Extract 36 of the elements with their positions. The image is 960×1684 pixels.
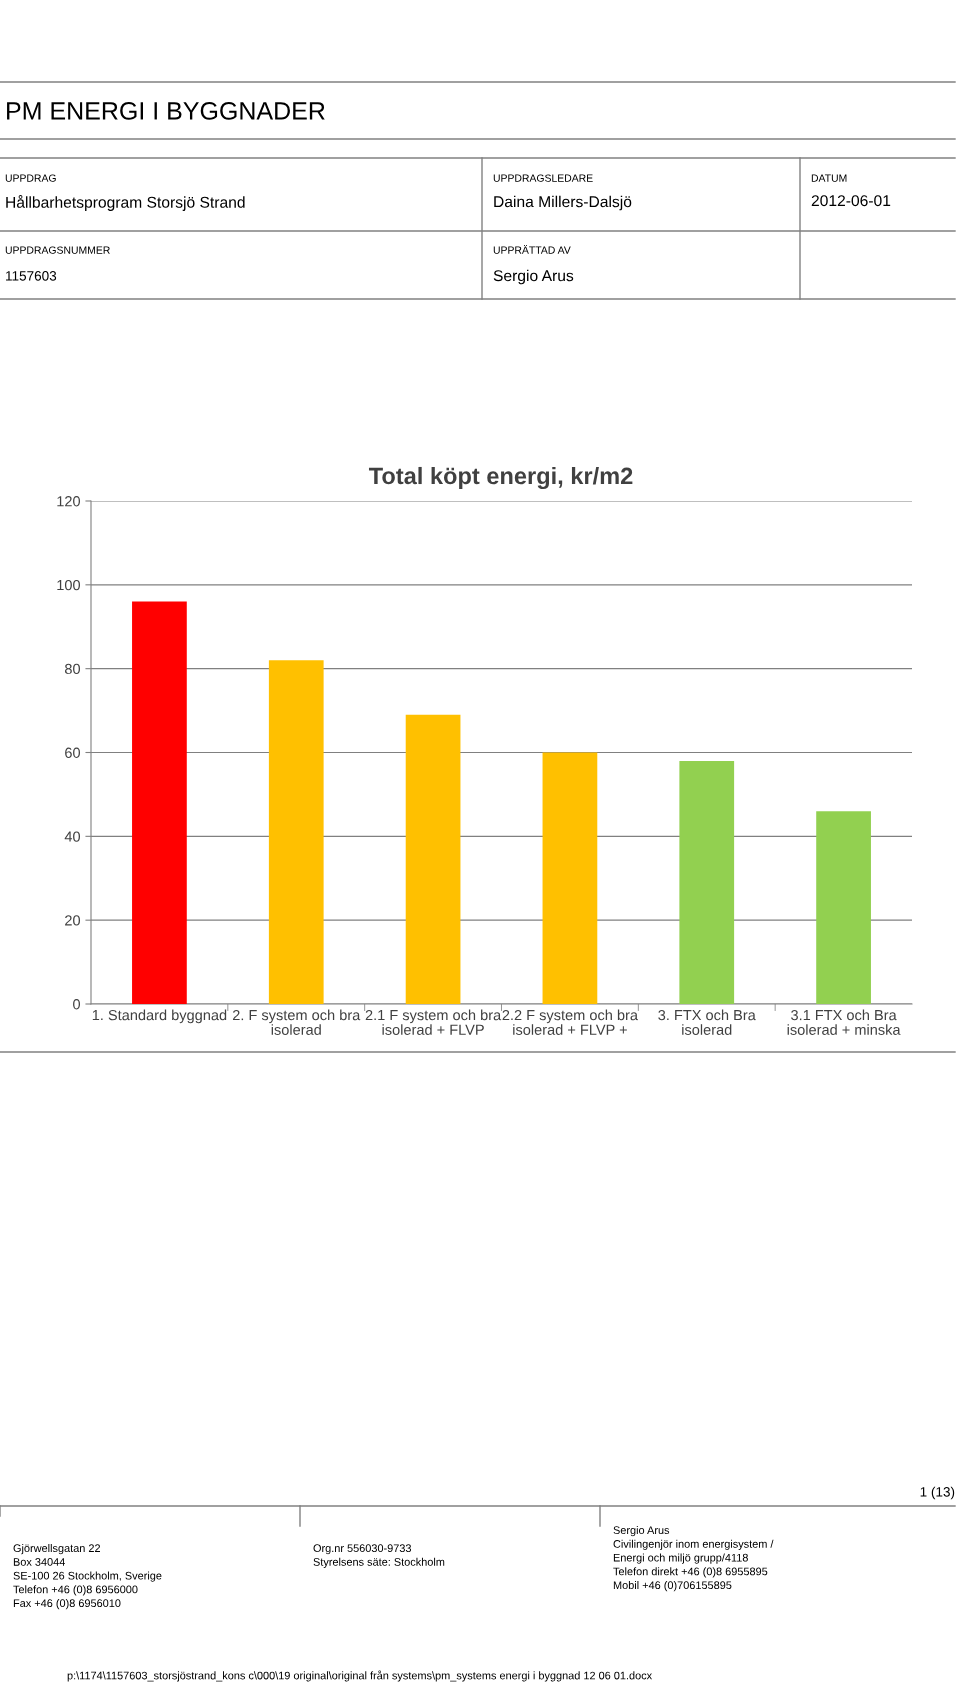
text: Hållbarhetsprogram Storsjö Strand bbox=[6, 195, 245, 211]
text: Daina Millers-Dalsjö bbox=[494, 195, 632, 211]
x-tick-label: 3. FTX och Bra isolerad bbox=[658, 1009, 756, 1035]
bar bbox=[816, 811, 871, 1004]
text: PM ENERGI I BYGGNADER bbox=[7, 102, 325, 120]
x-tick-label: 1. Standard byggnad bbox=[92, 1009, 227, 1024]
text: Org.nr 556030-9733 Styrelsens säte: Stockholm bbox=[313, 1544, 445, 1568]
y-tick-label: 120 bbox=[57, 496, 81, 507]
y-tick-label: 60 bbox=[65, 747, 81, 758]
text: UPPRÄTTAD AV bbox=[493, 244, 571, 254]
bar bbox=[132, 601, 187, 1004]
y-tick-label: 0 bbox=[73, 999, 81, 1010]
x-tick-label: 2. F system och bra isolerad bbox=[232, 1009, 361, 1035]
bar bbox=[405, 714, 461, 1004]
text: DATUM bbox=[811, 174, 847, 182]
bar bbox=[679, 760, 735, 1004]
x-tick-label: 3.1 FTX och Bra isolerad + minska bbox=[787, 1009, 901, 1035]
x-tick-label: 2.1 F system och bra isolerad + FLVP bbox=[365, 1009, 502, 1035]
bar bbox=[268, 660, 324, 1004]
y-tick-label: 40 bbox=[64, 831, 81, 842]
text: UPPDRAGSLEDARE bbox=[493, 174, 593, 182]
text: p:\1174\1157603_storsjöstrand_kons c\000\19 original\original från systems\pm_systems energi i byggnad 12 06 01.docx bbox=[67, 1670, 652, 1682]
y-tick-label: 20 bbox=[65, 915, 81, 926]
text: Gjörwellsgatan 22 Box 34044 SE-100 26 Stockholm, Sverige Telefon +46 (0)8 6956000 Fax +46 (0)8 6956010 bbox=[13, 1544, 162, 1610]
text: 1 (13) bbox=[920, 1486, 955, 1500]
chart-title: Total köpt energi, kr/m2 bbox=[368, 466, 633, 490]
text: UPPDRAGSNUMMER bbox=[5, 246, 110, 254]
text: 2012-06-01 bbox=[811, 195, 891, 207]
text: UPPDRAG bbox=[5, 174, 56, 182]
y-tick-label: 100 bbox=[57, 579, 81, 591]
text: Sergio Arus bbox=[493, 269, 574, 285]
text: 1157603 bbox=[6, 271, 57, 281]
x-tick-label: 2.2 F system och bra isolerad + FLVP + bbox=[502, 1009, 638, 1035]
y-tick-label: 80 bbox=[65, 663, 81, 675]
text: Sergio Arus Civilingenjör inom energisystem / Energi och miljö grupp/4118 Telefon direkt +46 (0)8 6955895 Mobil +46 (0)706155895 bbox=[613, 1526, 774, 1592]
bar bbox=[542, 752, 598, 1004]
